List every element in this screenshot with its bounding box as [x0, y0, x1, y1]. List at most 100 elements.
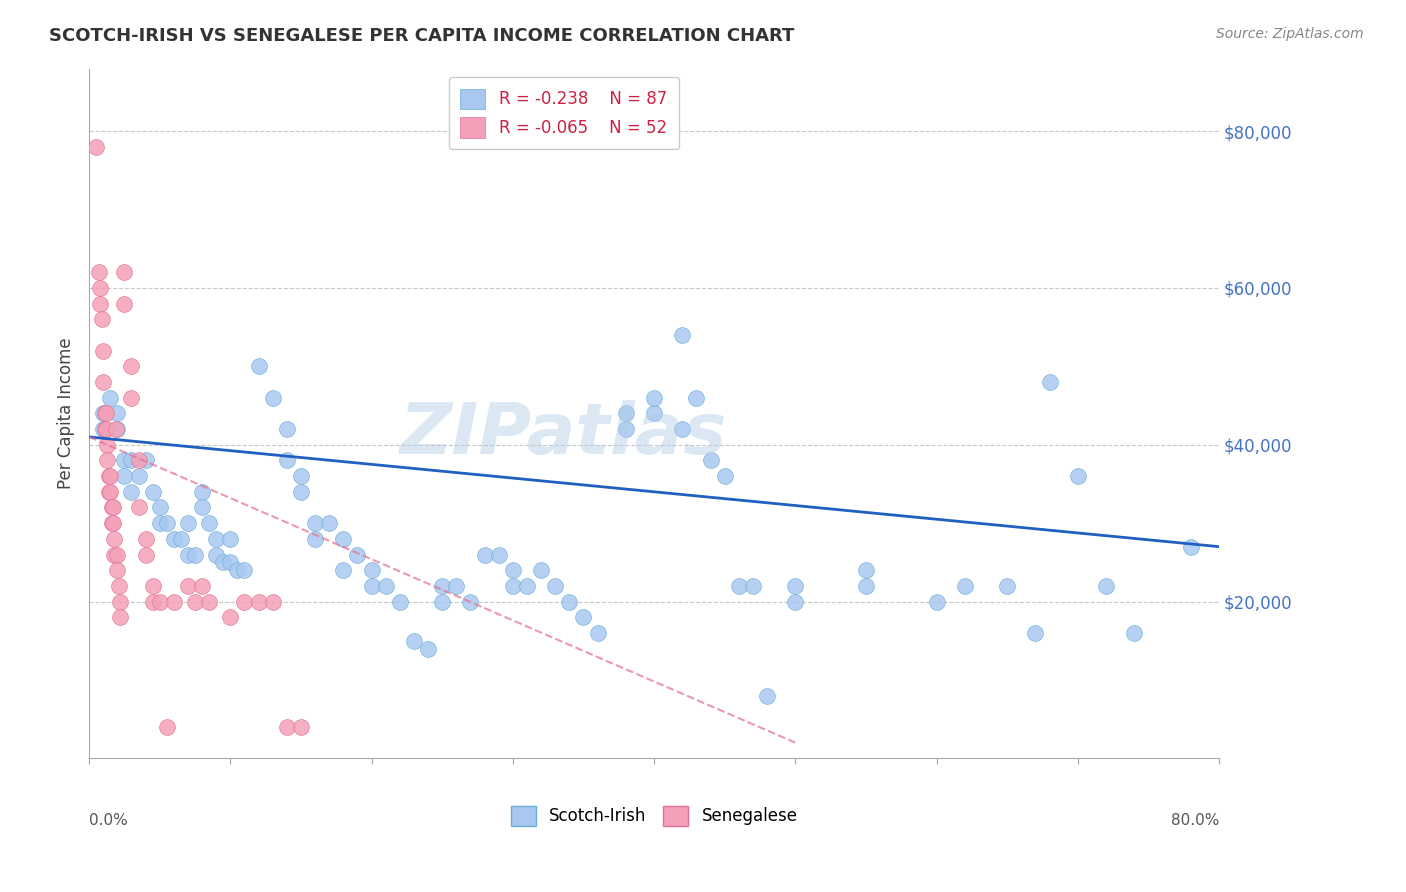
Scotch-Irish — [727, 579, 749, 593]
Scotch-Irish — [953, 579, 976, 593]
Scotch-Irish — [346, 548, 368, 562]
Text: Source: ZipAtlas.com: Source: ZipAtlas.com — [1216, 27, 1364, 41]
Scotch-Irish — [446, 579, 468, 593]
Senegalese — [104, 422, 127, 436]
Scotch-Irish — [205, 532, 228, 546]
Senegalese — [156, 720, 179, 734]
Senegalese — [103, 532, 125, 546]
Senegalese — [90, 312, 112, 326]
Text: SCOTCH-IRISH VS SENEGALESE PER CAPITA INCOME CORRELATION CHART: SCOTCH-IRISH VS SENEGALESE PER CAPITA IN… — [49, 27, 794, 45]
Scotch-Irish — [191, 484, 214, 499]
Scotch-Irish — [262, 391, 284, 405]
Scotch-Irish — [170, 532, 193, 546]
Scotch-Irish — [177, 548, 200, 562]
Scotch-Irish — [304, 516, 326, 530]
Senegalese — [112, 265, 135, 279]
Scotch-Irish — [671, 422, 693, 436]
Scotch-Irish — [544, 579, 567, 593]
Senegalese — [247, 594, 270, 608]
Scotch-Irish — [332, 563, 354, 577]
Scotch-Irish — [276, 422, 298, 436]
Senegalese — [97, 484, 120, 499]
Scotch-Irish — [699, 453, 721, 467]
Senegalese — [198, 594, 221, 608]
Senegalese — [120, 359, 142, 374]
Senegalese — [219, 610, 242, 624]
Scotch-Irish — [855, 563, 877, 577]
Scotch-Irish — [713, 469, 735, 483]
Scotch-Irish — [149, 516, 172, 530]
Scotch-Irish — [643, 391, 665, 405]
Text: 80.0%: 80.0% — [1171, 814, 1219, 829]
Senegalese — [191, 579, 214, 593]
Y-axis label: Per Capita Income: Per Capita Income — [58, 337, 75, 489]
Scotch-Irish — [112, 469, 135, 483]
Senegalese — [100, 516, 122, 530]
Scotch-Irish — [756, 689, 779, 703]
Legend: Scotch-Irish, Senegalese: Scotch-Irish, Senegalese — [505, 799, 804, 833]
Scotch-Irish — [460, 594, 482, 608]
Scotch-Irish — [91, 406, 114, 420]
Senegalese — [101, 500, 124, 515]
Scotch-Irish — [105, 422, 128, 436]
Scotch-Irish — [671, 328, 693, 343]
Scotch-Irish — [586, 626, 609, 640]
Scotch-Irish — [360, 563, 382, 577]
Scotch-Irish — [191, 500, 214, 515]
Scotch-Irish — [247, 359, 270, 374]
Senegalese — [93, 406, 115, 420]
Scotch-Irish — [120, 484, 142, 499]
Senegalese — [105, 563, 128, 577]
Scotch-Irish — [614, 422, 637, 436]
Scotch-Irish — [120, 453, 142, 467]
Scotch-Irish — [416, 641, 439, 656]
Scotch-Irish — [785, 594, 807, 608]
Scotch-Irish — [488, 548, 510, 562]
Senegalese — [96, 438, 118, 452]
Senegalese — [96, 453, 118, 467]
Senegalese — [120, 391, 142, 405]
Scotch-Irish — [1039, 375, 1062, 389]
Senegalese — [94, 422, 117, 436]
Senegalese — [142, 579, 165, 593]
Scotch-Irish — [1024, 626, 1046, 640]
Scotch-Irish — [685, 391, 707, 405]
Senegalese — [177, 579, 200, 593]
Scotch-Irish — [742, 579, 765, 593]
Scotch-Irish — [212, 555, 235, 569]
Text: ZIPatlas: ZIPatlas — [399, 400, 727, 468]
Scotch-Irish — [198, 516, 221, 530]
Senegalese — [142, 594, 165, 608]
Scotch-Irish — [276, 453, 298, 467]
Scotch-Irish — [233, 563, 256, 577]
Scotch-Irish — [614, 406, 637, 420]
Scotch-Irish — [156, 516, 179, 530]
Senegalese — [135, 548, 157, 562]
Senegalese — [89, 281, 111, 295]
Senegalese — [262, 594, 284, 608]
Scotch-Irish — [925, 594, 948, 608]
Senegalese — [98, 484, 121, 499]
Scotch-Irish — [572, 610, 595, 624]
Scotch-Irish — [785, 579, 807, 593]
Scotch-Irish — [432, 579, 454, 593]
Scotch-Irish — [177, 516, 200, 530]
Scotch-Irish — [98, 391, 121, 405]
Scotch-Irish — [558, 594, 581, 608]
Scotch-Irish — [163, 532, 186, 546]
Senegalese — [97, 469, 120, 483]
Senegalese — [84, 140, 107, 154]
Scotch-Irish — [105, 406, 128, 420]
Scotch-Irish — [226, 563, 249, 577]
Scotch-Irish — [643, 406, 665, 420]
Senegalese — [94, 406, 117, 420]
Scotch-Irish — [502, 563, 524, 577]
Senegalese — [91, 343, 114, 358]
Senegalese — [91, 375, 114, 389]
Senegalese — [128, 500, 150, 515]
Text: 0.0%: 0.0% — [89, 814, 128, 829]
Scotch-Irish — [516, 579, 538, 593]
Senegalese — [108, 610, 131, 624]
Senegalese — [87, 265, 110, 279]
Scotch-Irish — [290, 469, 312, 483]
